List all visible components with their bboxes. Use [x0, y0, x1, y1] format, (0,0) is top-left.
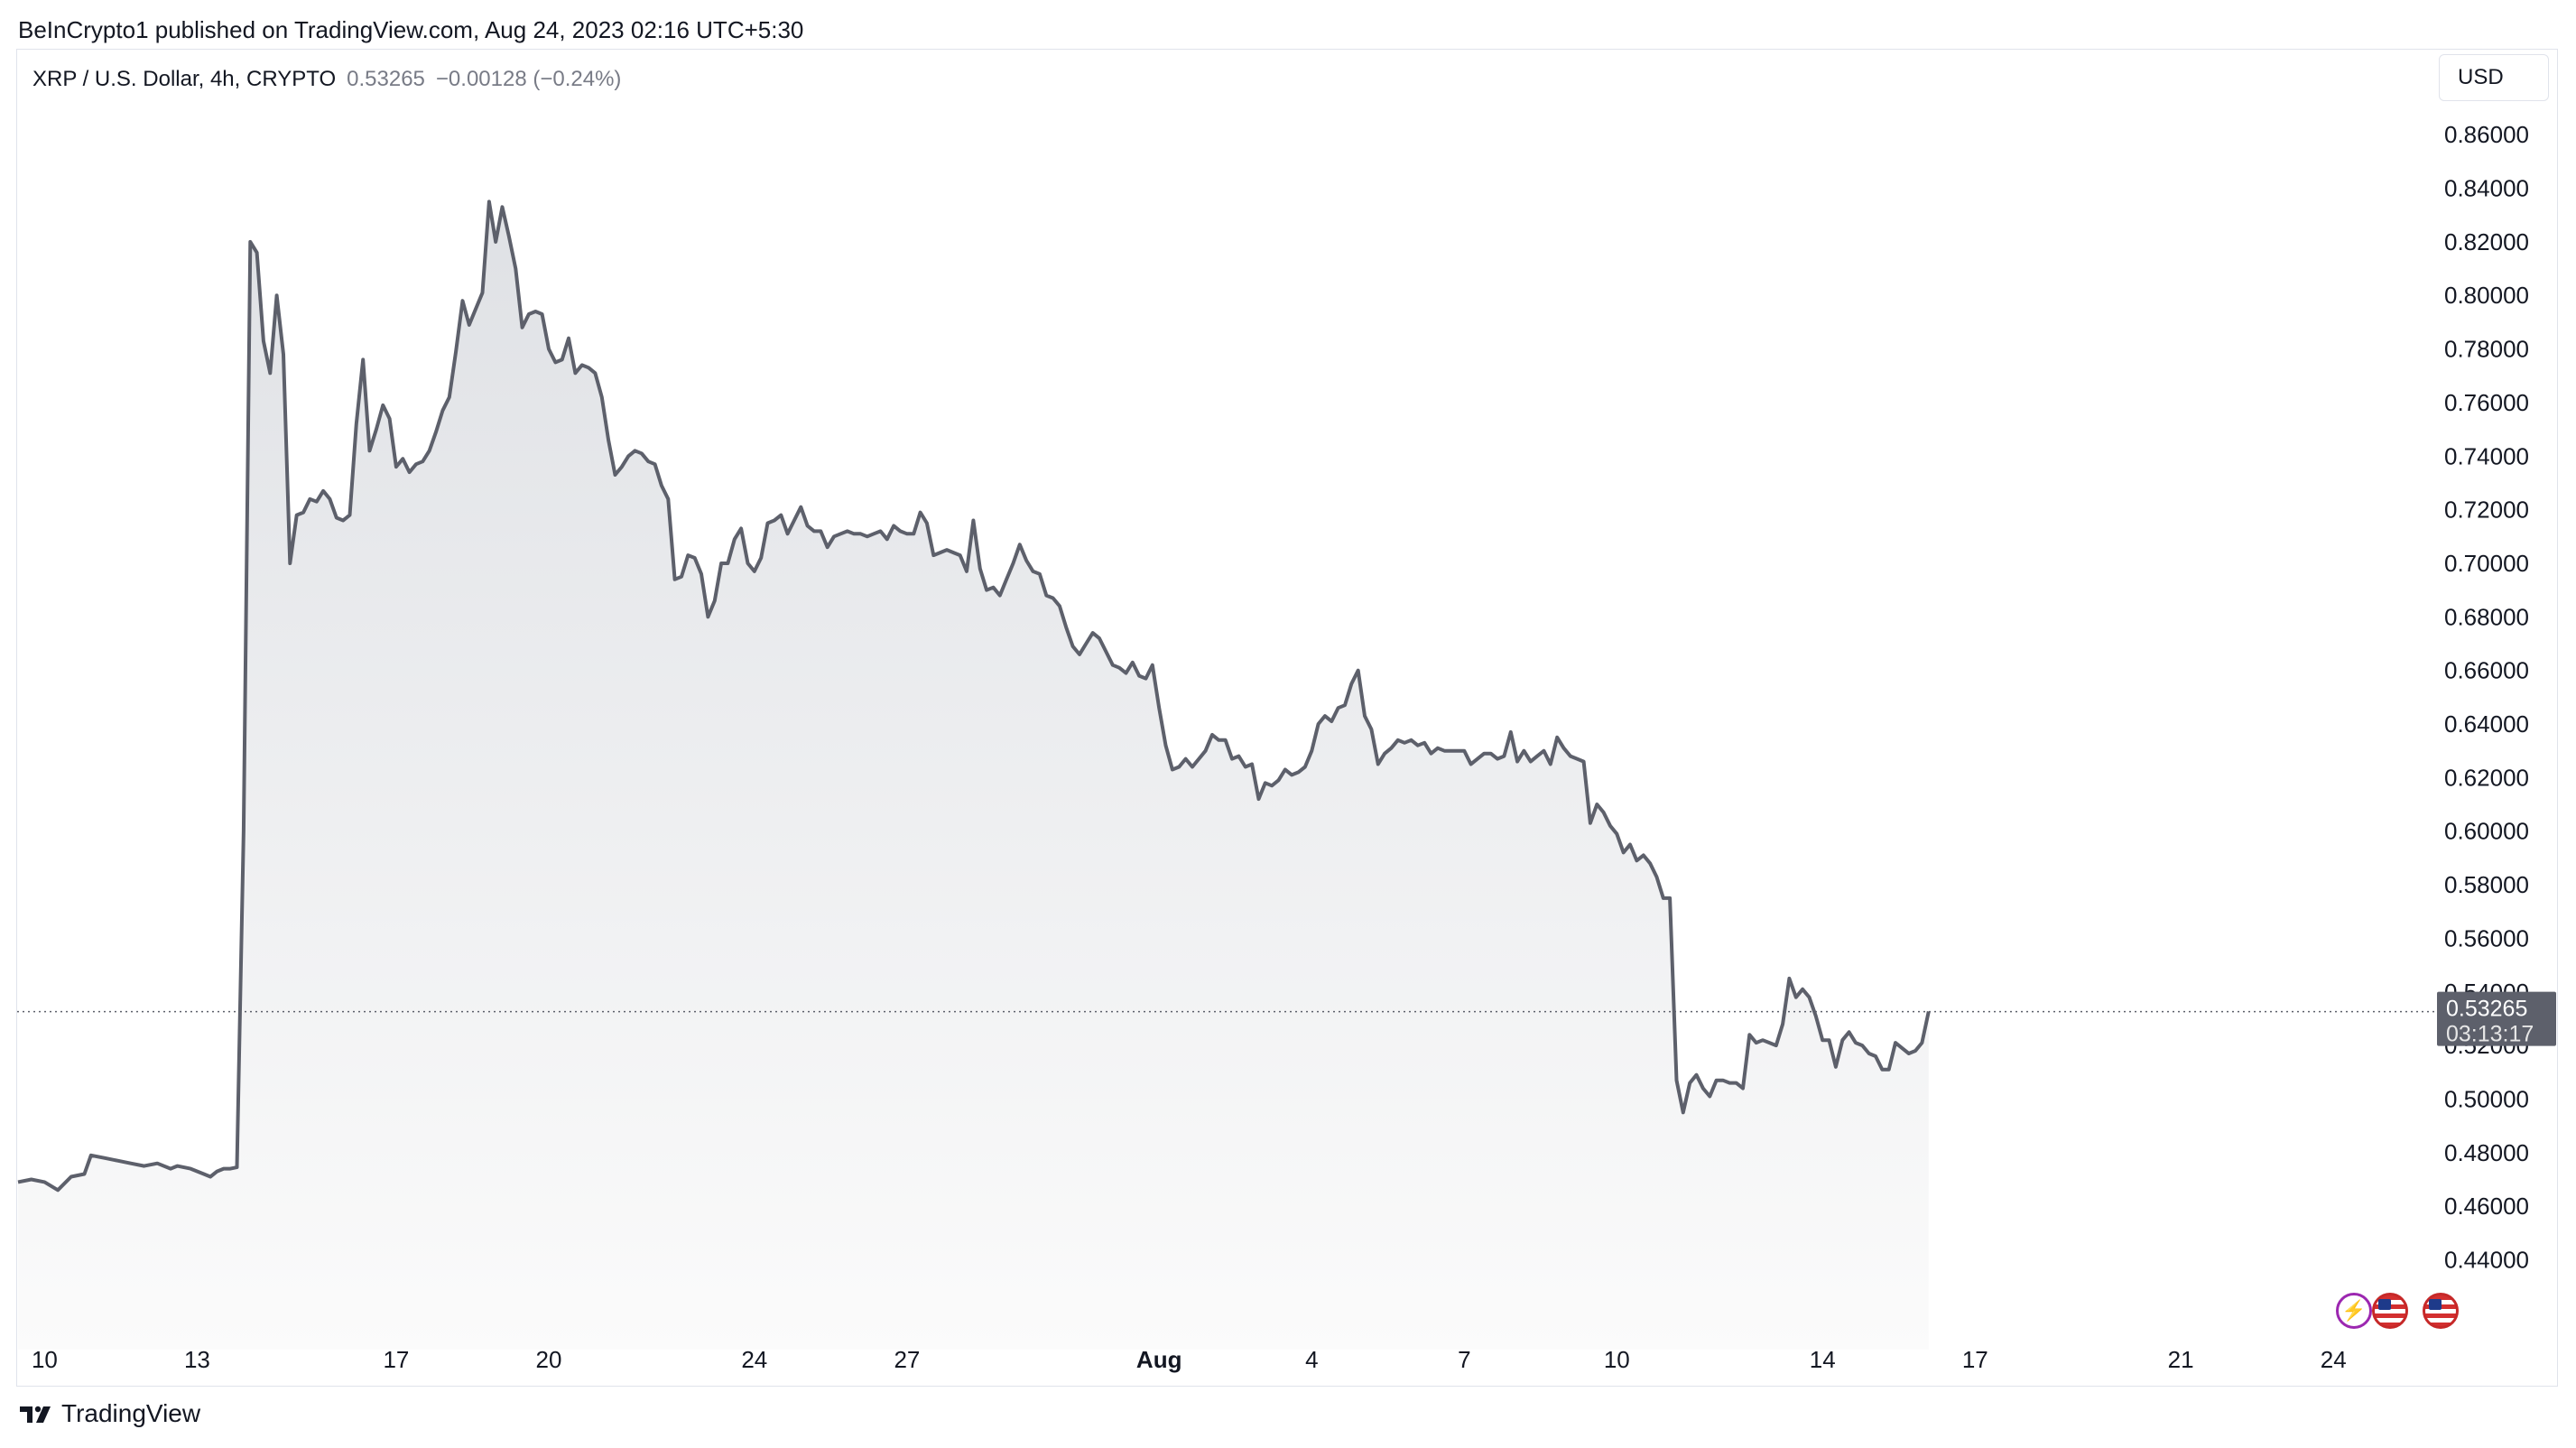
y-tick-label: 0.70000 [2444, 550, 2529, 577]
y-tick-label: 0.66000 [2444, 657, 2529, 684]
y-tick-label: 0.62000 [2444, 764, 2529, 791]
x-tick-label: 10 [32, 1346, 58, 1373]
x-tick-label: 17 [383, 1346, 409, 1373]
y-tick-label: 0.80000 [2444, 282, 2529, 309]
x-tick-label: 7 [1458, 1346, 1470, 1373]
us-flag-icon[interactable] [2372, 1293, 2408, 1329]
price-scale-label[interactable] [2437, 991, 2556, 1046]
y-tick-label: 0.56000 [2444, 924, 2529, 951]
x-tick-label: 13 [184, 1346, 210, 1373]
symbol-title[interactable]: XRP / U.S. Dollar, 4h, CRYPTO [32, 67, 337, 91]
y-tick-label: 0.50000 [2444, 1085, 2529, 1112]
x-tick-label: 4 [1305, 1346, 1318, 1373]
y-tick-label: 0.86000 [2444, 121, 2529, 148]
y-tick-label: 0.48000 [2444, 1139, 2529, 1166]
y-tick-label: 0.60000 [2444, 818, 2529, 845]
y-tick-label: 0.72000 [2444, 497, 2529, 524]
y-tick-label: 0.78000 [2444, 336, 2529, 363]
symbol-legend[interactable]: XRP / U.S. Dollar, 4h, CRYPTO 0.53265 −0.0… [32, 67, 621, 92]
x-tick-label: Aug [1136, 1346, 1182, 1373]
currency-button[interactable]: USD [2439, 54, 2549, 101]
price-scale-value: 0.53265 [2446, 997, 2527, 1022]
last-price-value: 0.53265 [347, 67, 425, 91]
y-tick-label: 0.58000 [2444, 871, 2529, 898]
y-tick-label: 0.84000 [2444, 175, 2529, 202]
x-tick-label: 21 [2168, 1346, 2194, 1373]
x-tick-label: 24 [2321, 1346, 2347, 1373]
x-tick-label: 27 [894, 1346, 920, 1373]
lightning-icon[interactable]: ⚡ [2336, 1293, 2372, 1329]
area-fill [18, 201, 1929, 1350]
price-axis[interactable]: 0.86000 0.84000 0.82000 0.80000 0.78000 0.760… [2444, 121, 2529, 1273]
y-tick-label: 0.64000 [2444, 710, 2529, 738]
us-flag-icon[interactable] [2423, 1293, 2459, 1329]
y-tick-label: 0.46000 [2444, 1193, 2529, 1220]
y-tick-label: 0.82000 [2444, 228, 2529, 255]
tradingview-logo-icon [20, 1406, 51, 1423]
x-tick-label: 24 [741, 1346, 767, 1373]
brand-name: TradingView [61, 1399, 201, 1427]
y-tick-label: 0.68000 [2444, 603, 2529, 630]
x-tick-label: 17 [1962, 1346, 1988, 1373]
publish-info: BeInCrypto1 published on TradingView.com… [18, 16, 804, 43]
y-tick-label: 0.44000 [2444, 1247, 2529, 1274]
x-tick-label: 20 [536, 1346, 562, 1373]
tradingview-logo[interactable]: TradingView [18, 1399, 200, 1428]
x-tick-label: 10 [1604, 1346, 1630, 1373]
y-tick-label: 0.76000 [2444, 389, 2529, 416]
price-change-value: −0.00128 (−0.24%) [435, 67, 622, 91]
y-tick-label: 0.74000 [2444, 442, 2529, 469]
time-axis[interactable]: 10 13 17 20 24 27 Aug 4 7 10 14 17 21 24 [32, 1346, 2347, 1373]
bar-countdown: 03:13:17 [2446, 1022, 2534, 1047]
price-line[interactable] [17, 200, 1931, 1193]
x-tick-label: 14 [1810, 1346, 1836, 1373]
